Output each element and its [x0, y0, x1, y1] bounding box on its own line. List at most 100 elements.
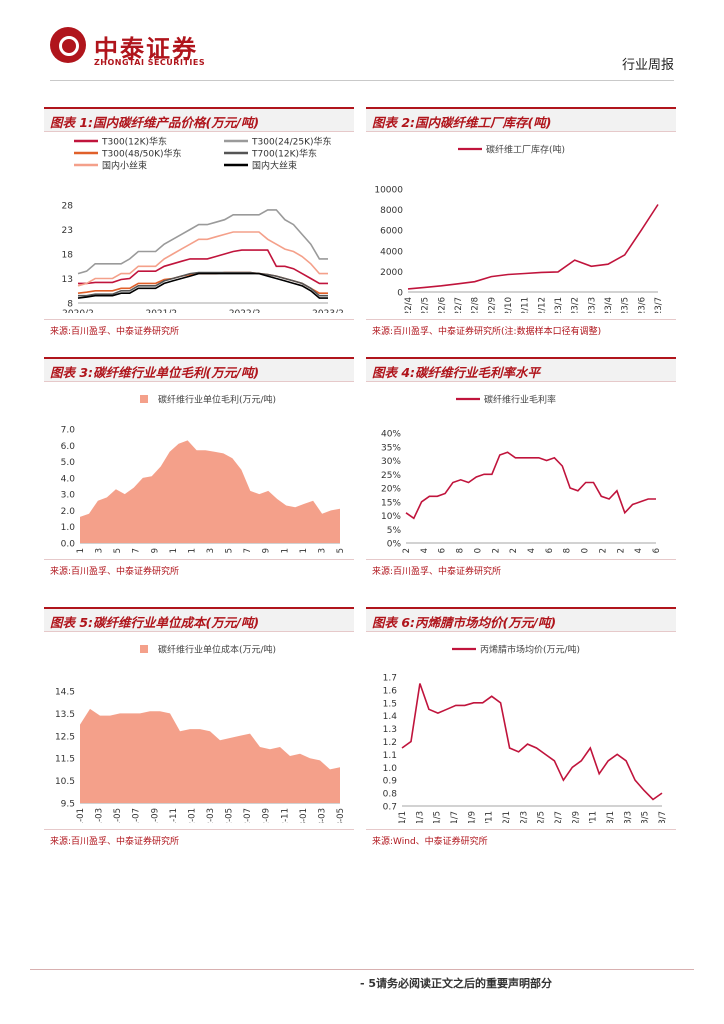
- figure-title-bar: 图表 5:碳纤维行业单位成本(万元/吨): [44, 607, 354, 632]
- figure-source: 来源:百川盈孚、中泰证券研究所: [50, 837, 180, 847]
- x-tick-label: 2023/2: [312, 309, 344, 313]
- figure-title-bar: 图表 2:国内碳纤维工厂库存(吨): [366, 107, 676, 132]
- x-tick-label: 2022-09: [262, 808, 272, 823]
- y-tick-label: 30%: [381, 457, 401, 467]
- x-tick-label: 2021-07: [132, 548, 142, 553]
- x-tick-label: 2020/2: [62, 309, 94, 313]
- y-tick-label: 9.5: [61, 800, 75, 810]
- x-tick-label: 2022/5: [537, 811, 547, 823]
- x-tick-label: 2022-06: [545, 548, 555, 553]
- y-tick-label: 1.6: [383, 686, 398, 696]
- x-tick-label: 2021-09: [150, 548, 160, 553]
- y-tick-label: 18: [62, 251, 74, 261]
- legend-swatch: [140, 395, 148, 403]
- legend-label: T300(48/50K)华东: [101, 148, 182, 160]
- y-tick-label: 6.0: [61, 442, 76, 452]
- y-tick-label: 23: [62, 226, 73, 236]
- x-tick-label: 2023-02: [616, 548, 626, 553]
- line-series: [78, 249, 328, 285]
- x-tick-label: 2023/1: [606, 811, 616, 823]
- y-tick-label: 12.5: [55, 732, 75, 742]
- y-tick-label: 1.0: [61, 523, 76, 533]
- x-tick-label: 2021-10: [473, 548, 483, 553]
- x-tick-label: 2022-08: [563, 548, 573, 553]
- line-series: [77, 209, 328, 275]
- figure-title: 图表 5:碳纤维行业单位成本(万元/吨): [50, 615, 260, 630]
- y-tick-label: 1.4: [383, 712, 398, 722]
- y-tick-label: 10.5: [55, 777, 75, 787]
- legend-label: 碳纤维行业毛利率: [484, 394, 556, 406]
- chart-svg: 1.7 1.6 1.5 1.4 1.3 1.2 1.1 1.0 0.9 0.8 0.72021/1 2…: [383, 644, 668, 824]
- y-tick-label: 5%: [387, 526, 402, 536]
- legend-label: 国内大丝束: [252, 160, 297, 172]
- x-tick-label: 2022/11: [521, 297, 531, 313]
- logo-english-name: ZHONGTAI SECURITIES: [94, 58, 206, 67]
- figure-panel-3: 图表 3:碳纤维行业单位毛利(万元/吨) 7.0 6.0 5.0 4.0 3.0 2.0 1.…: [44, 357, 354, 583]
- x-tick-label: 2022-04: [527, 548, 537, 553]
- figure-source: 来源:百川盈孚、中泰证券研究所(注:数据样本口径有调整): [372, 327, 602, 337]
- area-series: [80, 708, 340, 803]
- y-tick-label: 13.5: [55, 710, 75, 720]
- x-tick-label: 2022/5: [421, 297, 431, 313]
- y-tick-label: 4000: [380, 247, 403, 257]
- y-tick-label: 5.0: [61, 458, 76, 468]
- x-tick-label: 2021-11: [169, 548, 179, 553]
- x-tick-label: 2021-01: [76, 808, 86, 823]
- line-series: [407, 204, 659, 290]
- y-tick-label: 0.7: [383, 803, 397, 813]
- figure-title: 图表 3:碳纤维行业单位毛利(万元/吨): [50, 365, 260, 380]
- x-tick-label: 2021/9: [467, 811, 477, 823]
- x-tick-label: 2022/4: [404, 297, 414, 313]
- x-tick-label: 2022-05: [225, 808, 235, 823]
- figure-panel-2: 图表 2:国内碳纤维工厂库存(吨) 10000 8000 6000 4000 2000 0 2…: [366, 107, 676, 343]
- x-tick-label: 2021/1: [398, 811, 408, 823]
- x-tick-label: 2022/1: [502, 811, 512, 823]
- figure-panel-6: 图表 6:丙烯腈市场均价(万元/吨) 1.7 1.6 1.5 1.4 1.3 1.2 1.1 1…: [366, 607, 676, 853]
- figure-source: 来源:百川盈孚、中泰证券研究所: [50, 567, 180, 577]
- figure-title-bar: 图表 1:国内碳纤维产品价格(万元/吨): [44, 107, 354, 132]
- x-tick-label: 2022-10: [581, 548, 591, 553]
- figure-title-bar: 图表 6:丙烯腈市场均价(万元/吨): [366, 607, 676, 632]
- legend-label: T300(24/25K)华东: [251, 136, 332, 148]
- chart-svg: 7.0 6.0 5.0 4.0 3.0 2.0 1.0 0.02021-01 2021-03 20…: [61, 394, 346, 554]
- x-tick-label: 2022/9: [487, 297, 497, 313]
- x-tick-label: 2023-05: [336, 808, 346, 823]
- source-divider: [44, 829, 354, 830]
- x-tick-label: 2023/5: [641, 811, 651, 823]
- legend-label: 碳纤维行业单位毛利(万元/吨): [158, 394, 276, 406]
- x-tick-label: 2023-04: [634, 548, 644, 553]
- y-tick-label: 0.0: [61, 540, 76, 550]
- y-tick-label: 1.3: [383, 725, 397, 735]
- x-tick-label: 2023/5: [621, 297, 631, 313]
- y-tick-label: 2.0: [61, 507, 76, 517]
- y-tick-label: 0: [397, 289, 403, 299]
- y-tick-label: 1.2: [383, 738, 397, 748]
- x-tick-label: 2021/3: [415, 811, 425, 823]
- report-type-label: 行业周报: [621, 58, 674, 73]
- footer-disclaimer: - 5请务必阅读正文之后的重要声明部分: [360, 977, 553, 990]
- y-tick-label: 40%: [381, 430, 401, 440]
- chart-svg: 40% 35% 30% 25% 20% 15% 10% 5% 0%2021-02 2021-04 2…: [381, 394, 662, 554]
- x-tick-label: 2023/2: [571, 297, 581, 313]
- x-tick-label: 2022-11: [280, 548, 290, 553]
- x-tick-label: 2023/4: [604, 297, 614, 313]
- figure-panel-5: 图表 5:碳纤维行业单位成本(万元/吨) 14.5 13.5 12.5 11.5 10.5…: [44, 607, 354, 853]
- x-tick-label: 2022-09: [262, 548, 272, 553]
- y-tick-label: 28: [62, 202, 74, 212]
- x-tick-label: 2022-03: [206, 548, 216, 553]
- line-series: [78, 271, 328, 297]
- x-tick-label: 2023-05: [336, 548, 346, 553]
- x-tick-label: 2022-03: [206, 808, 216, 823]
- legend-label: T300(12K)华东: [101, 136, 167, 148]
- source-divider: [44, 559, 354, 560]
- x-tick-label: 2022-07: [243, 548, 253, 553]
- x-tick-label: 2022-02: [509, 548, 519, 553]
- x-tick-label: 2021-02: [402, 548, 412, 553]
- figure-source: 来源:百川盈孚、中泰证券研究所: [372, 567, 502, 577]
- legend-swatch: [140, 645, 148, 653]
- x-tick-label: 2023-03: [317, 548, 327, 553]
- x-tick-label: 2021-06: [438, 548, 448, 553]
- x-tick-label: 2023-06: [652, 548, 662, 553]
- header-divider: [50, 80, 674, 81]
